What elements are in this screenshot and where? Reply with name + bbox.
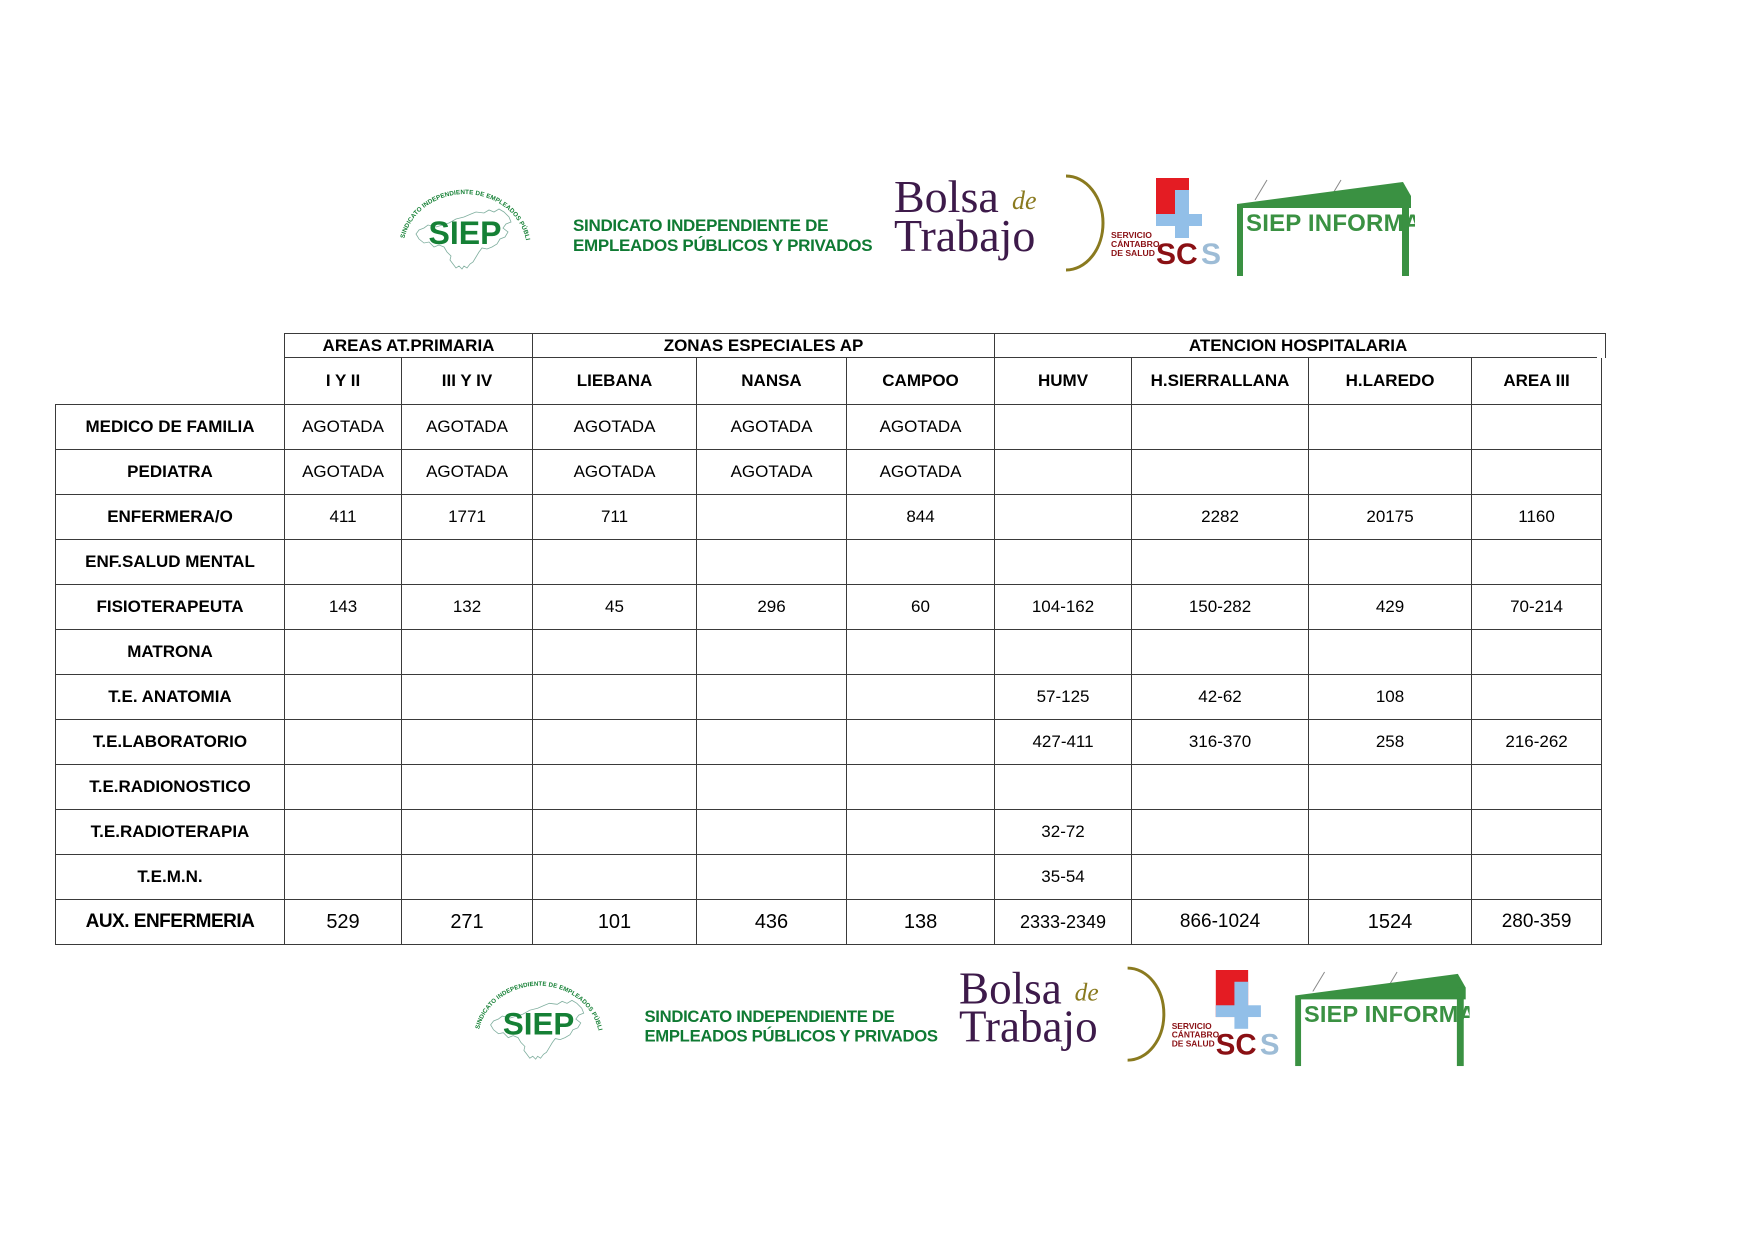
svg-text:SIEP INFORMA: SIEP INFORMA	[1304, 1001, 1470, 1027]
svg-text:SC: SC	[1156, 238, 1198, 270]
svg-text:S: S	[1201, 238, 1221, 270]
svg-text:SC: SC	[1216, 1028, 1257, 1060]
svg-text:SIEP: SIEP	[429, 215, 502, 251]
svg-text:DE SALUD: DE SALUD	[1172, 1038, 1215, 1048]
svg-text:SIEP INFORMA: SIEP INFORMA	[1246, 210, 1415, 237]
svg-text:DE SALUD: DE SALUD	[1111, 248, 1155, 258]
svg-text:SIEP: SIEP	[503, 1007, 574, 1042]
svg-text:S: S	[1260, 1028, 1280, 1060]
